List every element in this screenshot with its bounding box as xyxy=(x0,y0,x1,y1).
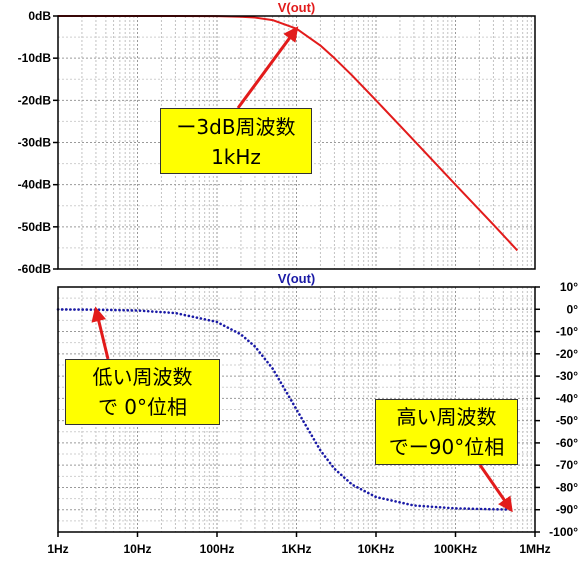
phase-y-tick-label: -40° xyxy=(556,391,578,405)
callout-high-frequency: 高い周波数 でー90°位相 xyxy=(375,399,518,465)
phase-title: V(out) xyxy=(278,271,316,286)
phase-x-tick-label: 10KHz xyxy=(358,542,395,556)
callout-high-line1: 高い周波数 xyxy=(396,405,497,429)
annotation-arrows xyxy=(91,26,513,513)
magnitude-panel: 0dB -10dB -20dB -30dB -40dB -50dB -60dB V(out) xyxy=(18,0,536,276)
phase-y-tick-label: -80° xyxy=(556,480,578,494)
magnitude-y-tick-label: -50dB xyxy=(18,220,52,234)
callout-high-line2: でー90°位相 xyxy=(388,435,505,459)
phase-x-tick-label: 100Hz xyxy=(200,542,235,556)
magnitude-y-tick-label: -20dB xyxy=(18,93,52,107)
magnitude-y-tick-label: -40dB xyxy=(18,178,52,192)
callout-cutoff-line2: 1kHz xyxy=(211,145,261,169)
callout-low-frequency: 低い周波数 で 0°位相 xyxy=(65,359,220,425)
phase-x-tick-label: 10Hz xyxy=(123,542,151,556)
phase-x-tick-label: 100KHz xyxy=(434,542,477,556)
arrow-to-cutoff xyxy=(236,26,299,109)
phase-x-tick-label: 1Hz xyxy=(47,542,68,556)
callout-cutoff: ー3dB周波数 1kHz xyxy=(160,108,312,174)
phase-x-tick-label: 1KHz xyxy=(281,542,311,556)
phase-y-tick-label: 0° xyxy=(567,302,579,316)
phase-x-tick-label: 1MHz xyxy=(519,542,550,556)
magnitude-title: V(out) xyxy=(278,0,316,15)
arrow-to-low-frequency xyxy=(91,306,110,360)
phase-y-tick-label: -30° xyxy=(556,369,578,383)
phase-series-line xyxy=(56,308,513,511)
magnitude-y-tick-label: -10dB xyxy=(18,51,52,65)
phase-y-tick-label: -70° xyxy=(556,458,578,472)
phase-y-tick-label: -60° xyxy=(556,436,578,450)
magnitude-y-tick-label: -30dB xyxy=(18,136,52,150)
phase-y-tick-label: -10° xyxy=(556,325,578,339)
magnitude-y-tick-label: -60dB xyxy=(18,262,52,276)
phase-y-tick-label: -50° xyxy=(556,414,578,428)
phase-y-tick-label: 10° xyxy=(560,280,578,294)
callout-cutoff-line1: ー3dB周波数 xyxy=(176,115,296,139)
phase-y-tick-label: -90° xyxy=(556,503,578,517)
arrow-to-high-frequency xyxy=(478,464,513,513)
phase-y-tick-label: -20° xyxy=(556,347,578,361)
callout-low-line1: 低い周波数 xyxy=(92,365,193,389)
magnitude-y-tick-label: 0dB xyxy=(28,9,51,23)
callout-low-line2: で 0°位相 xyxy=(97,395,188,419)
phase-y-tick-label: -100° xyxy=(549,525,578,539)
